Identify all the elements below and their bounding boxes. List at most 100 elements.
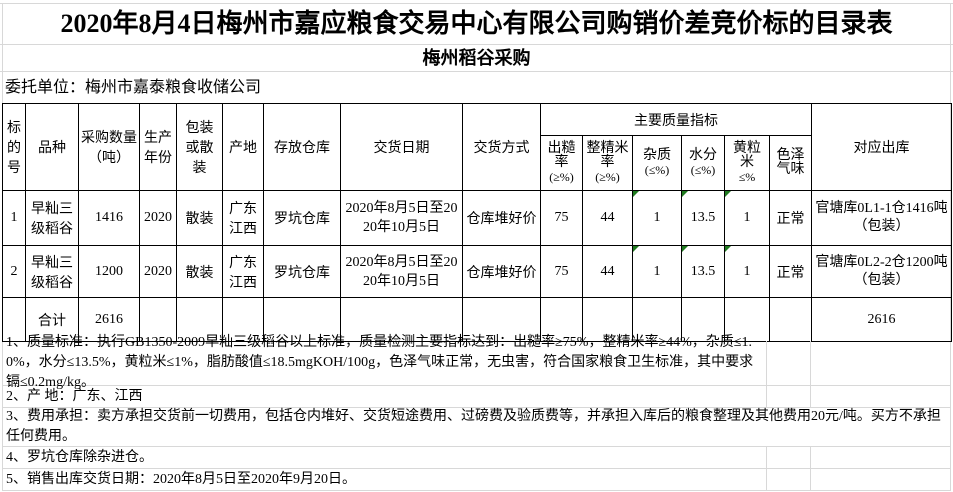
col-header-variety: 品种 xyxy=(25,103,79,191)
col-header-origin: 产地 xyxy=(222,103,264,191)
cell-impurity-value: 1 xyxy=(653,263,661,279)
cell-milled-rice-rate: 44 xyxy=(582,190,633,246)
cell-moisture: 13.5 xyxy=(681,245,725,298)
quality-col-unit: (≤%) xyxy=(644,163,670,177)
gridline-vertical xyxy=(766,341,767,385)
quality-col-unit: (≤%) xyxy=(690,163,716,177)
col-header-warehouse: 存放仓库 xyxy=(263,103,341,191)
table-row-2: 2 早籼三级稻谷 1200 2020 散装 广东江西 罗坑仓库 2020年8月5… xyxy=(2,245,953,298)
cell-empty xyxy=(462,297,541,342)
cell-moisture-value: 13.5 xyxy=(690,263,716,279)
note-text: 3、费用承担：卖方承担交货前一切费用，包括仓内堆好、交货短途费用、过磅费及验质费… xyxy=(6,409,941,444)
note-text: 5、销售出库交货日期：2020年8月5日至2020年9月20日。 xyxy=(6,471,356,487)
entrust-unit-line: 委托单位：梅州市嘉泰粮食收储公司 xyxy=(5,79,262,96)
note-text: 4、罗坑仓库除杂进仓。 xyxy=(6,449,153,465)
cell-brown-rice-rate: 75 xyxy=(540,190,583,246)
excel-error-flag-icon xyxy=(682,191,688,197)
excel-error-flag-icon xyxy=(682,246,688,252)
table-row-1: 1 早籼三级稻谷 1416 2020 散装 广东江西 罗坑仓库 2020年8月5… xyxy=(2,190,953,246)
cell-packing: 散装 xyxy=(176,245,223,298)
col-header-color-odor: 色泽气味 xyxy=(768,135,813,191)
gridline-vertical xyxy=(766,447,767,468)
note-text: 1、质量标准：执行GB1350-2009早籼三级稻谷以上标准，质量检测主要指标达… xyxy=(6,335,754,390)
gridline-vertical xyxy=(810,469,811,490)
cell-impurity: 1 xyxy=(632,190,682,246)
gridline-vertical xyxy=(810,386,811,407)
quality-col-name: 杂质 xyxy=(643,148,671,163)
cell-year: 2020 xyxy=(139,245,177,298)
cell-empty xyxy=(222,297,264,342)
cell-lot-no: 2 xyxy=(2,245,26,298)
cell-warehouse: 罗坑仓库 xyxy=(263,245,341,298)
cell-packing: 散装 xyxy=(176,190,223,246)
note-cost-bearing: 3、费用承担：卖方承担交货前一切费用，包括仓内堆好、交货短途费用、过磅费及验质费… xyxy=(2,408,951,447)
cell-color-odor: 正常 xyxy=(768,190,813,246)
quality-col-name: 黄粒米 xyxy=(733,141,761,170)
quality-col-unit: (≥%) xyxy=(549,170,574,184)
quality-col-name: 整精米率 xyxy=(586,141,629,170)
cell-delivery-date: 2020年8月5日至2020年10月5日 xyxy=(340,245,463,298)
quality-col-name: 色泽气味 xyxy=(776,148,805,177)
col-header-impurity: 杂质 (≤%) xyxy=(632,135,682,191)
notes-section: 1、质量标准：执行GB1350-2009早籼三级稻谷以上标准，质量检测主要指标达… xyxy=(2,335,951,491)
cell-delivery-mode: 仓库堆好价 xyxy=(462,245,541,298)
total-label: 合计 xyxy=(25,297,79,342)
total-quantity: 2616 xyxy=(78,297,140,342)
col-header-delivery-mode: 交货方式 xyxy=(462,103,541,191)
cell-brown-rice-rate: 75 xyxy=(540,245,583,298)
cell-yellow-grain: 1 xyxy=(724,190,770,246)
gridline-vertical xyxy=(810,447,811,468)
cell-empty xyxy=(768,297,813,342)
cell-origin: 广东江西 xyxy=(222,190,264,246)
quality-col-unit: (≥%) xyxy=(595,170,620,184)
col-header-lot-no: 标的号 xyxy=(2,103,26,191)
cell-yellow-grain: 1 xyxy=(724,245,770,298)
col-header-yellow-grain: 黄粒米 ≤% xyxy=(724,135,770,191)
cell-outbound: 官塘库0L1-1仓1416吨（包装） xyxy=(811,190,953,246)
gridline-vertical xyxy=(766,386,767,407)
cell-lot-no: 1 xyxy=(2,190,26,246)
cell-empty xyxy=(582,297,633,342)
col-header-year: 生产年份 xyxy=(139,103,177,191)
col-header-quantity: 采购数量（吨） xyxy=(78,103,140,191)
cell-variety: 早籼三级稻谷 xyxy=(25,245,79,298)
cell-empty xyxy=(176,297,223,342)
total-row: 合计 2616 2616 xyxy=(2,297,953,342)
cell-yellow-grain-value: 1 xyxy=(743,210,751,225)
excel-error-flag-icon xyxy=(725,191,731,197)
note-text: 2、产 地：广东、江西 xyxy=(6,388,143,404)
excel-error-flag-icon xyxy=(633,246,639,252)
cell-impurity-value: 1 xyxy=(653,210,661,225)
cell-warehouse: 罗坑仓库 xyxy=(263,190,341,246)
cell-empty xyxy=(263,297,341,342)
header-row-2: 出糙率 (≥%) 整精米率 (≥%) 杂质 (≤%) 水分 (≤%) 黄粒米 ≤… xyxy=(3,135,952,191)
cell-origin: 广东江西 xyxy=(222,245,264,298)
excel-error-flag-icon xyxy=(725,246,731,252)
page-title: 2020年8月4日梅州市嘉应粮食交易中心有限公司购销价差竞价标的目录表 xyxy=(0,3,953,45)
cell-empty xyxy=(340,297,463,342)
quality-col-name: 出糙率 xyxy=(547,141,576,170)
cell-milled-rice-rate: 44 xyxy=(582,245,633,298)
cell-empty xyxy=(139,297,177,342)
col-header-milled-rice-rate: 整精米率 (≥%) xyxy=(582,135,633,191)
quality-col-unit: ≤% xyxy=(738,170,756,184)
cell-color-odor: 正常 xyxy=(768,245,813,298)
note-warehouse-cleaning: 4、罗坑仓库除杂进仓。 xyxy=(2,447,951,469)
cell-delivery-mode: 仓库堆好价 xyxy=(462,190,541,246)
header-row-1: 标的号 品种 采购数量（吨） 生产年份 包装或散装 产地 存放仓库 交货日期 交… xyxy=(2,103,953,191)
quality-col-name: 水分 xyxy=(689,148,717,163)
excel-error-flag-icon xyxy=(633,191,639,197)
gridline-vertical xyxy=(766,469,767,490)
col-header-outbound: 对应出库 xyxy=(811,103,953,191)
page-subtitle: 梅州稻谷采购 xyxy=(0,45,953,72)
col-header-moisture: 水分 (≤%) xyxy=(681,135,725,191)
cell-yellow-grain-value: 1 xyxy=(743,263,751,279)
col-header-delivery-date: 交货日期 xyxy=(340,103,463,191)
col-header-packing: 包装或散装 xyxy=(176,103,223,191)
note-quality-standard: 1、质量标准：执行GB1350-2009早籼三级稻谷以上标准，质量检测主要指标达… xyxy=(2,335,951,390)
cell-quantity: 1416 xyxy=(78,190,140,246)
note-origin: 2、产 地：广东、江西 xyxy=(2,386,951,408)
cell-moisture: 13.5 xyxy=(681,190,725,246)
cell-outbound: 官塘库0L2-2仓1200吨（包装） xyxy=(811,245,953,298)
